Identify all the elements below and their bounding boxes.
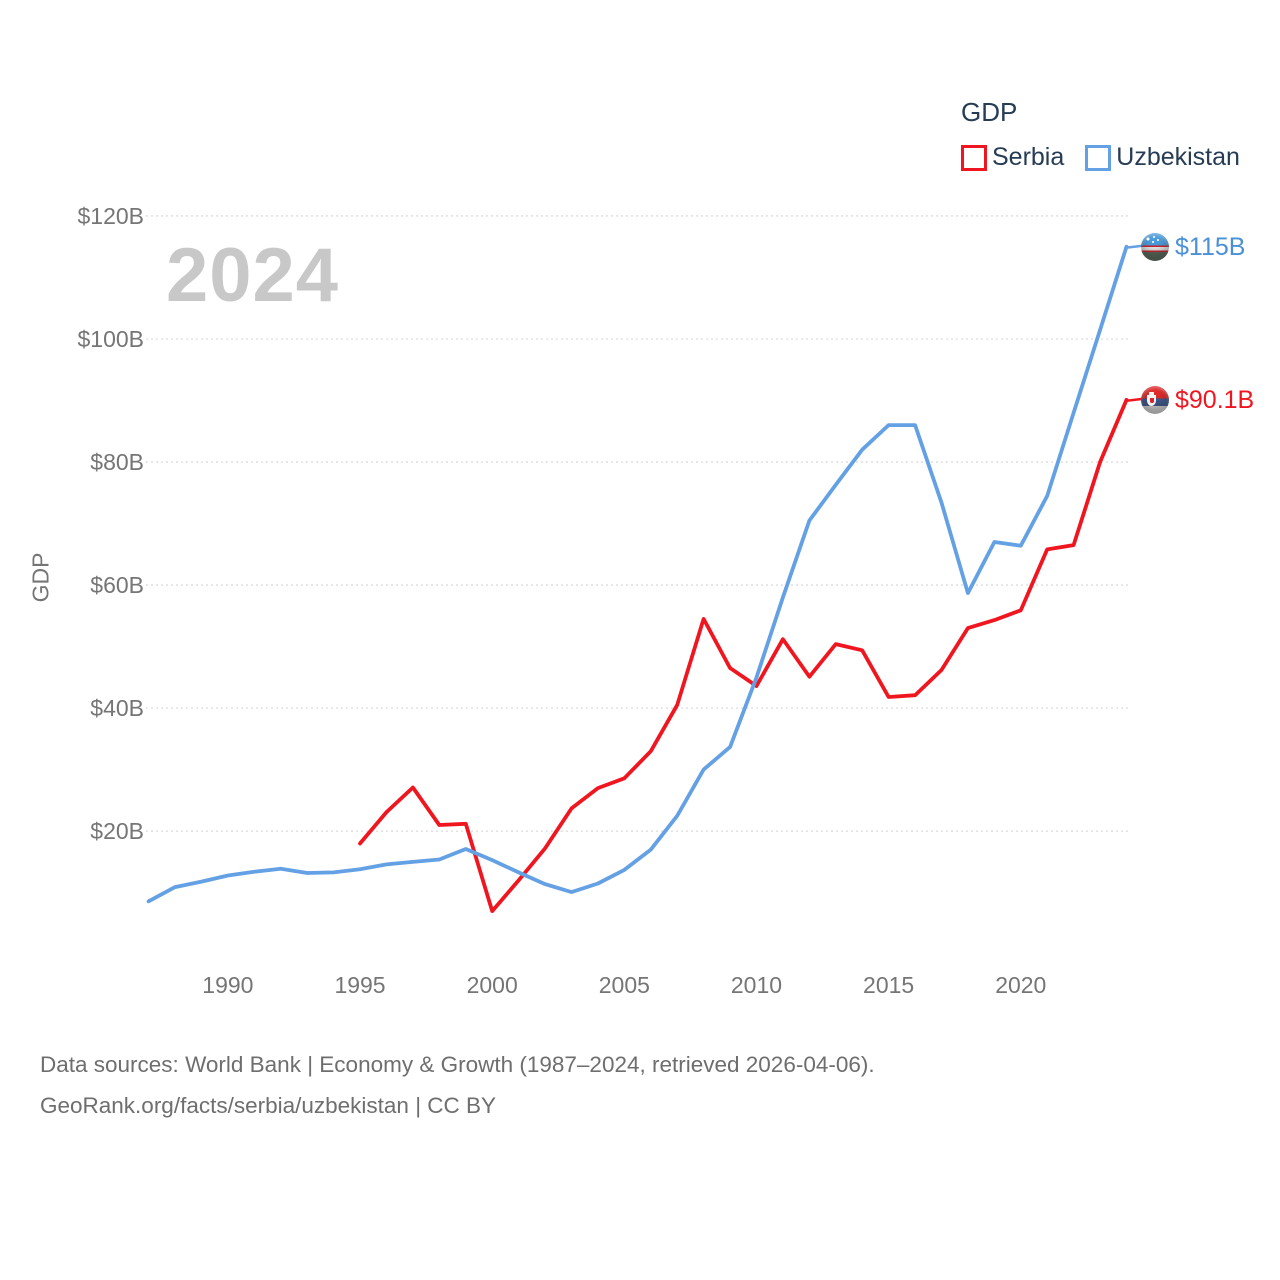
legend-entry-uzbekistan[interactable]: Uzbekistan (1085, 143, 1240, 172)
legend-label-serbia: Serbia (992, 143, 1065, 171)
footer: Data sources: World Bank | Economy & Gro… (40, 1044, 875, 1126)
x-tick-label: 2010 (730, 972, 783, 998)
uzbekistan-end-value: $115B (1175, 233, 1246, 261)
x-tick-label: 1995 (334, 972, 386, 998)
y-tick-label: $60B (90, 572, 144, 599)
legend-title: GDP (961, 97, 1018, 127)
legend-entry-serbia[interactable]: Serbia (961, 143, 1064, 172)
serbia-line (358, 397, 1129, 913)
gdp-line-chart (146, 215, 1143, 913)
serbia-swatch-icon (961, 144, 987, 171)
x-tick-label: 2000 (466, 972, 518, 998)
y-tick-label: $100B (77, 326, 144, 352)
y-tick-label: $80B (90, 449, 144, 476)
footer-sources-line: Data sources: World Bank | Economy & Gro… (40, 1052, 875, 1077)
serbia-coat-of-arms-icon (1147, 392, 1156, 406)
serbia-end-label: $90.1B (1141, 386, 1254, 414)
serbia-flag-icon (1141, 386, 1169, 414)
uzbekistan-end-label: $115B (1141, 233, 1245, 261)
x-tick-label: 2005 (598, 972, 650, 998)
y-tick-label: $40B (90, 695, 144, 722)
legend-row: Serbia Uzbekistan (961, 143, 1240, 172)
x-tick-label: 1990 (202, 972, 254, 998)
legend-label-uzbekistan: Uzbekistan (1116, 143, 1240, 171)
watermark-year: 2024 (166, 233, 340, 318)
x-tick-label: 2015 (863, 972, 915, 998)
serbia-end-value: $90.1B (1175, 386, 1255, 414)
footer-attribution-line: GeoRank.org/facts/serbia/uzbekistan | CC… (40, 1093, 497, 1118)
uzbekistan-line (146, 244, 1129, 904)
y-tick-label: $20B (90, 818, 144, 845)
y-tick-label: $120B (77, 202, 144, 229)
uzbekistan-swatch-icon (1085, 144, 1112, 171)
uzbekistan-flag-icon (1141, 233, 1169, 261)
x-tick-label: 2020 (995, 972, 1047, 998)
chart-legend: GDP Serbia Uzbekistan (961, 97, 1240, 172)
